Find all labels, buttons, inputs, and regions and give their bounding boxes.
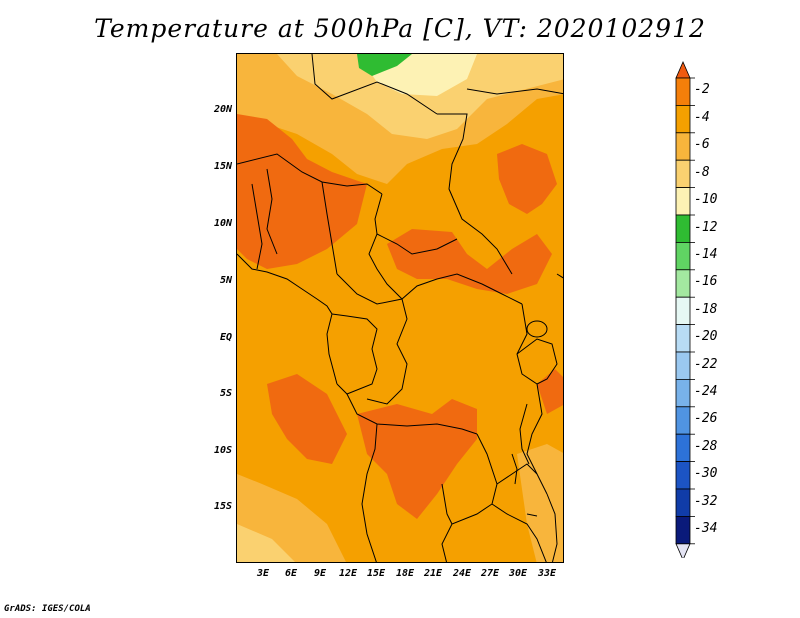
colorbar-label-neg4: -4 — [694, 110, 710, 125]
lat-label-20n: 20N — [213, 104, 232, 115]
colorbar-label-neg34: -34 — [694, 521, 718, 536]
lon-label-3e: 3E — [256, 568, 270, 579]
colorbar-label-neg30: -30 — [694, 466, 718, 481]
lat-label-5s: 5S — [219, 388, 232, 399]
lat-label-5n: 5N — [219, 275, 232, 286]
lon-label-21e: 21E — [423, 568, 443, 579]
colorbar-label-neg20: -20 — [694, 329, 718, 344]
colorbar-label-neg10: -10 — [694, 192, 718, 207]
colorbar-label-neg16: -16 — [694, 274, 718, 289]
lon-label-12e: 12E — [338, 568, 358, 579]
colorbar — [675, 61, 695, 558]
colorbar-segment — [675, 132, 691, 161]
lon-label-18e: 18E — [395, 568, 415, 579]
lon-label-15e: 15E — [366, 568, 386, 579]
colorbar-label-neg12: -12 — [694, 220, 718, 235]
lat-label-15n: 15N — [213, 161, 232, 172]
colorbar-label-neg2: -2 — [694, 82, 710, 97]
colorbar-label-neg32: -32 — [694, 494, 718, 509]
lat-label-15s: 15S — [213, 501, 232, 512]
temperature-map — [236, 53, 564, 563]
lat-label-10s: 10S — [213, 445, 232, 456]
colorbar-segment — [675, 351, 691, 380]
lon-label-33e: 33E — [537, 568, 557, 579]
map-title: Temperature at 500hPa [C], VT: 202010291… — [94, 14, 706, 43]
lon-label-30e: 30E — [508, 568, 528, 579]
temperature-field — [237, 54, 563, 562]
lat-label-10n: 10N — [213, 218, 232, 229]
colorbar-label-neg18: -18 — [694, 302, 718, 317]
lon-label-9e: 9E — [313, 568, 327, 579]
colorbar-segment — [675, 461, 691, 490]
colorbar-segment — [675, 269, 691, 298]
colorbar-label-neg24: -24 — [694, 384, 718, 399]
colorbar-label-neg26: -26 — [694, 411, 718, 426]
colorbar-segment — [675, 378, 691, 408]
colorbar-segment — [675, 324, 691, 353]
colorbar-label-neg28: -28 — [694, 439, 718, 454]
colorbar-label-neg6: -6 — [694, 137, 710, 152]
colorbar-segment — [675, 159, 691, 188]
lat-label-eq: EQ — [219, 332, 232, 343]
colorbar-segment — [675, 241, 691, 271]
colorbar-segment — [675, 296, 691, 325]
colorbar-segment — [675, 187, 691, 216]
colorbar-segment — [675, 214, 691, 243]
colorbar-label-neg22: -22 — [694, 357, 718, 372]
lon-label-27e: 27E — [480, 568, 500, 579]
colorbar-segment — [675, 488, 691, 517]
colorbar-segment — [675, 515, 691, 545]
colorbar-under-triangle — [675, 543, 691, 558]
colorbar-segment — [675, 105, 691, 134]
grads-credit: GrADS: IGES/COLA — [4, 604, 91, 614]
lon-label-6e: 6E — [284, 568, 298, 579]
colorbar-label-neg8: -8 — [694, 165, 710, 180]
colorbar-segment — [675, 406, 691, 435]
colorbar-segment — [675, 77, 691, 106]
colorbar-label-neg14: -14 — [694, 247, 718, 262]
lon-label-24e: 24E — [452, 568, 472, 579]
colorbar-over-triangle — [675, 61, 691, 79]
colorbar-segment — [675, 433, 691, 463]
